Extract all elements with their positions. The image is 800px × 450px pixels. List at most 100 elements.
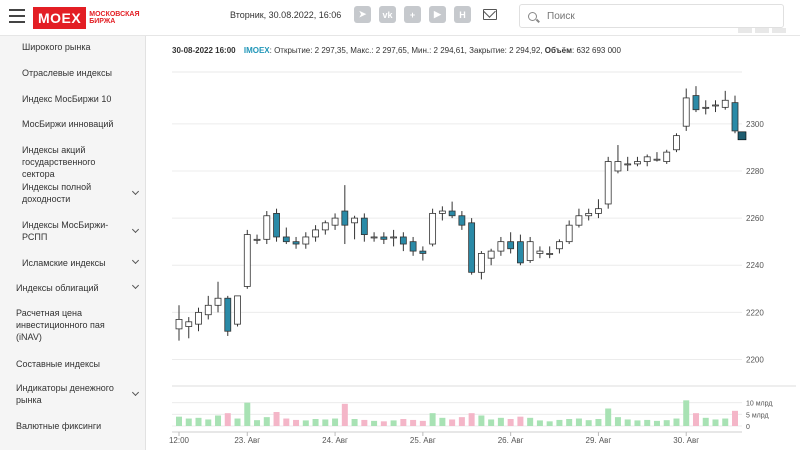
sidebar-item[interactable]: Индикаторы денежного рынка — [16, 382, 140, 406]
h-icon[interactable]: H — [454, 6, 471, 23]
candle-body — [721, 99, 729, 108]
sidebar-item[interactable]: МосБиржи инноваций — [22, 118, 126, 130]
candle-body — [624, 163, 632, 166]
volume-bar — [536, 420, 543, 426]
chart-tabs — [738, 28, 786, 33]
candle-body — [487, 250, 495, 259]
candle-body — [692, 95, 700, 111]
telegram-icon[interactable]: ➤ — [354, 6, 371, 23]
candle-body — [195, 311, 202, 325]
chart-tab[interactable] — [738, 28, 752, 33]
sidebar-item-label: Широкого рынка — [22, 42, 91, 52]
chart-tab[interactable] — [772, 28, 786, 33]
sidebar-item-label: Индексы акций государственного сектора — [22, 145, 96, 179]
volume-bar — [527, 417, 534, 426]
volume-bar — [722, 418, 729, 426]
candle-body — [653, 158, 661, 161]
candle-body — [273, 212, 280, 238]
sidebar-item[interactable]: Отраслевые индексы — [22, 67, 126, 79]
volume-bar — [429, 413, 436, 426]
volume-tick-label: 10 млрд — [746, 401, 772, 408]
volume-bar — [478, 415, 485, 426]
sidebar-item[interactable]: Исламские индексы — [22, 256, 140, 269]
candle-body — [429, 212, 437, 245]
candle-body — [448, 210, 456, 217]
volume-bar — [624, 419, 631, 426]
volume-bar — [332, 418, 339, 426]
mail-icon[interactable] — [483, 9, 497, 20]
info-ticker: IMOEX — [243, 46, 270, 55]
sidebar-item[interactable]: Валютные фиксинги — [16, 420, 126, 432]
sidebar-item[interactable]: Расчетная цена инвестиционного пая (iNAV… — [16, 307, 126, 343]
menu-icon[interactable] — [9, 9, 25, 23]
candle-body — [341, 210, 349, 226]
search-input[interactable] — [547, 10, 767, 22]
sidebar-item-label: Индикаторы денежного рынка — [16, 383, 114, 405]
volume-bar — [556, 419, 563, 426]
chart-panel: 30-08-2022 16:00 IMOEX: Открытие: 2 297,… — [146, 28, 800, 450]
price-tick-label: 2240 — [746, 261, 764, 270]
price-tick-label: 2300 — [746, 120, 764, 129]
sidebar-item[interactable]: Составные индексы — [16, 358, 126, 370]
volume-bar — [595, 419, 602, 426]
sidebar-item[interactable]: Индексы облигаций — [16, 281, 140, 294]
candle-body — [477, 253, 485, 273]
candle-body — [634, 161, 641, 165]
volume-bar — [185, 418, 192, 426]
candle-body — [360, 217, 368, 236]
last-price-marker — [737, 131, 747, 141]
top-header: MOEX МОСКОВСКАЯ БИРЖА Вторник, 30.08.202… — [0, 0, 800, 36]
volume-bar — [361, 419, 368, 426]
candlestick-chart[interactable]: 2200 2220 2240 2260 2280 2300 10 млрд 5 млрд 0 12… — [146, 36, 800, 450]
volume-bar — [195, 417, 202, 426]
sidebar-item-label: МосБиржи инноваций — [22, 119, 114, 129]
plus-icon[interactable]: + — [404, 6, 421, 23]
moex-logo[interactable]: MOEX МОСКОВСКАЯ БИРЖА — [33, 7, 149, 29]
sidebar-item[interactable]: Индексы МосБиржи-РСПП — [22, 219, 140, 243]
sidebar-item[interactable]: Индексы акций государственного сектора — [22, 144, 126, 180]
sidebar-item[interactable]: Индексы полной доходности — [22, 181, 140, 205]
volume-bar — [439, 417, 446, 426]
volume-bar — [634, 420, 641, 426]
x-tick-label: 25. Авг — [410, 436, 436, 445]
candle-body — [263, 215, 271, 240]
x-tick-label: 23. Авг — [234, 436, 260, 445]
candle-body — [595, 208, 602, 214]
x-tick-label: 24. Авг — [322, 436, 348, 445]
candle-body — [731, 102, 739, 132]
chevron-down-icon[interactable] — [131, 388, 140, 397]
volume-bar — [449, 419, 456, 426]
sidebar-item[interactable]: Широкого рынка — [22, 41, 126, 53]
candle-body — [546, 253, 554, 255]
vk-icon[interactable]: vk — [379, 6, 396, 23]
youtube-icon[interactable]: ▶ — [429, 6, 446, 23]
sidebar-nav: Широкого рынка Отраслевые индексы Индекс М… — [0, 36, 146, 450]
chevron-down-icon[interactable] — [131, 187, 140, 196]
price-tick-label: 2280 — [746, 167, 764, 176]
volume-bar — [312, 419, 319, 426]
candle-body — [585, 212, 593, 217]
search-box[interactable] — [519, 4, 784, 28]
candle-body — [351, 217, 358, 224]
volume-bar — [254, 420, 261, 426]
search-icon — [528, 11, 537, 21]
sidebar-item[interactable]: Индекс МосБиржи 10 — [22, 93, 126, 105]
candle-body — [214, 297, 222, 306]
volume-bar — [712, 419, 719, 426]
chart-tab[interactable] — [755, 28, 769, 33]
candle-body — [604, 161, 612, 205]
chevron-down-icon[interactable] — [131, 256, 140, 265]
info-volume-value: : 632 693 000 — [572, 46, 621, 55]
volume-bar — [351, 419, 358, 426]
sidebar-item-label: Индексы полной доходности — [22, 182, 92, 204]
candle-body — [370, 236, 378, 239]
candle-body — [185, 321, 193, 327]
chevron-down-icon[interactable] — [131, 225, 140, 234]
volume-bar — [380, 421, 387, 426]
candle-body — [673, 135, 680, 151]
volume-bar — [341, 403, 348, 426]
info-volume-label: Объём — [544, 46, 572, 55]
volume-bar — [566, 419, 573, 426]
chevron-down-icon[interactable] — [131, 281, 140, 290]
volume-bar — [244, 402, 251, 426]
